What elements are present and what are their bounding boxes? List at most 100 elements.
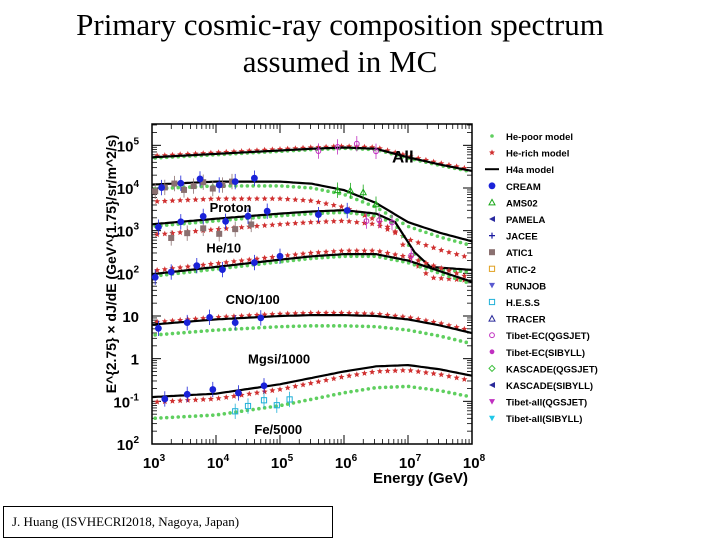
legend-label: ATIC-2 (506, 265, 536, 276)
he-poor-point (159, 273, 163, 278)
data-point (183, 390, 191, 398)
he-poor-point (176, 415, 181, 419)
he-rich-point (223, 225, 230, 232)
he-poor-point (170, 186, 175, 190)
he-poor-point (383, 385, 388, 390)
he-rich-point (384, 367, 391, 374)
he-poor-point (464, 394, 469, 398)
he-rich-point (207, 195, 214, 202)
he-poor-point (164, 415, 169, 420)
he-poor-point (429, 332, 434, 337)
he-rich-point (392, 367, 399, 374)
he-poor-point (406, 384, 411, 389)
he-rich-point (338, 203, 345, 210)
he-poor-point (366, 387, 371, 391)
legend-label: AMS02 (506, 198, 538, 209)
he-rich-point (177, 151, 184, 158)
he-rich-point (261, 254, 268, 261)
data-point (161, 395, 169, 403)
he-poor-point (429, 232, 434, 237)
he-poor-point (372, 254, 376, 259)
he-poor-point (234, 217, 238, 222)
he-rich-point (300, 197, 307, 203)
he-poor-point (228, 217, 232, 222)
data-point (168, 234, 175, 241)
data-point (199, 213, 207, 220)
data-point (190, 183, 197, 190)
he-rich-point (300, 144, 307, 151)
he-rich-point (230, 392, 237, 399)
data-point (273, 402, 280, 409)
he-poor-point (424, 230, 428, 235)
data-point (231, 178, 239, 186)
data-point (184, 230, 191, 237)
he-poor-point (326, 394, 330, 398)
he-poor-point (424, 331, 428, 336)
he-poor-point (314, 396, 319, 401)
x-tick-label: 107 (399, 453, 422, 472)
he-poor-point (303, 257, 307, 261)
legend-label: PAMELA (506, 215, 546, 226)
he-rich-point (292, 383, 299, 389)
he-poor-point (205, 219, 209, 224)
he-rich-point (223, 148, 230, 155)
he-poor-point (193, 414, 198, 418)
he-rich-point (261, 195, 268, 202)
he-poor-point (308, 256, 313, 261)
he-rich-point (284, 384, 291, 391)
he-rich-point (453, 374, 460, 381)
he-poor-point (337, 324, 342, 328)
he-rich-point (277, 221, 283, 227)
data-point (209, 185, 216, 192)
he-poor-point (464, 340, 469, 345)
he-rich-point (415, 257, 422, 264)
data-point (200, 179, 207, 186)
he-poor-point (412, 226, 417, 231)
he-rich-point (315, 249, 322, 255)
he-poor-point (360, 200, 365, 204)
he-rich-point (369, 220, 376, 227)
he-rich-point (323, 377, 330, 383)
he-rich-point (215, 226, 222, 232)
he-poor-point (280, 259, 284, 264)
he-rich-point (453, 163, 460, 170)
he-rich-point (230, 313, 237, 319)
he-rich-point (369, 215, 376, 222)
component-all: All (151, 143, 473, 173)
he-rich-point (215, 149, 222, 155)
he-rich-point (323, 218, 330, 225)
he-poor-point (245, 184, 250, 188)
he-rich-point (445, 267, 452, 274)
legend-marker (488, 314, 496, 322)
he-poor-point (291, 184, 296, 189)
he-rich-point (230, 258, 237, 265)
he-rich-point (253, 195, 260, 202)
he-poor-point (412, 385, 417, 390)
he-poor-point (326, 255, 330, 260)
he-poor-point (435, 388, 440, 393)
he-poor-point (378, 385, 382, 390)
he-poor-point (458, 392, 463, 397)
he-rich-point (399, 252, 406, 259)
he-poor-point (193, 220, 198, 225)
he-poor-point (251, 326, 255, 330)
he-poor-point (193, 329, 198, 334)
legend-marker (489, 349, 495, 355)
he-poor-point (464, 242, 469, 246)
he-poor-point (314, 187, 319, 191)
he-rich-point (407, 314, 414, 321)
he-poor-point (435, 333, 440, 338)
legend-label: RUNJOB (506, 281, 546, 292)
he-rich-point (353, 219, 360, 225)
he-poor-point (441, 389, 446, 394)
he-rich-point (154, 198, 161, 204)
he-poor-point (245, 326, 250, 331)
legend-label: KASCADE(QGSJET) (506, 364, 598, 375)
he-poor-point (187, 270, 192, 274)
he-poor-point (182, 330, 186, 335)
he-poor-point (216, 218, 221, 223)
data-point (177, 218, 185, 226)
he-poor-point (366, 254, 371, 259)
he-rich-point (253, 255, 260, 262)
